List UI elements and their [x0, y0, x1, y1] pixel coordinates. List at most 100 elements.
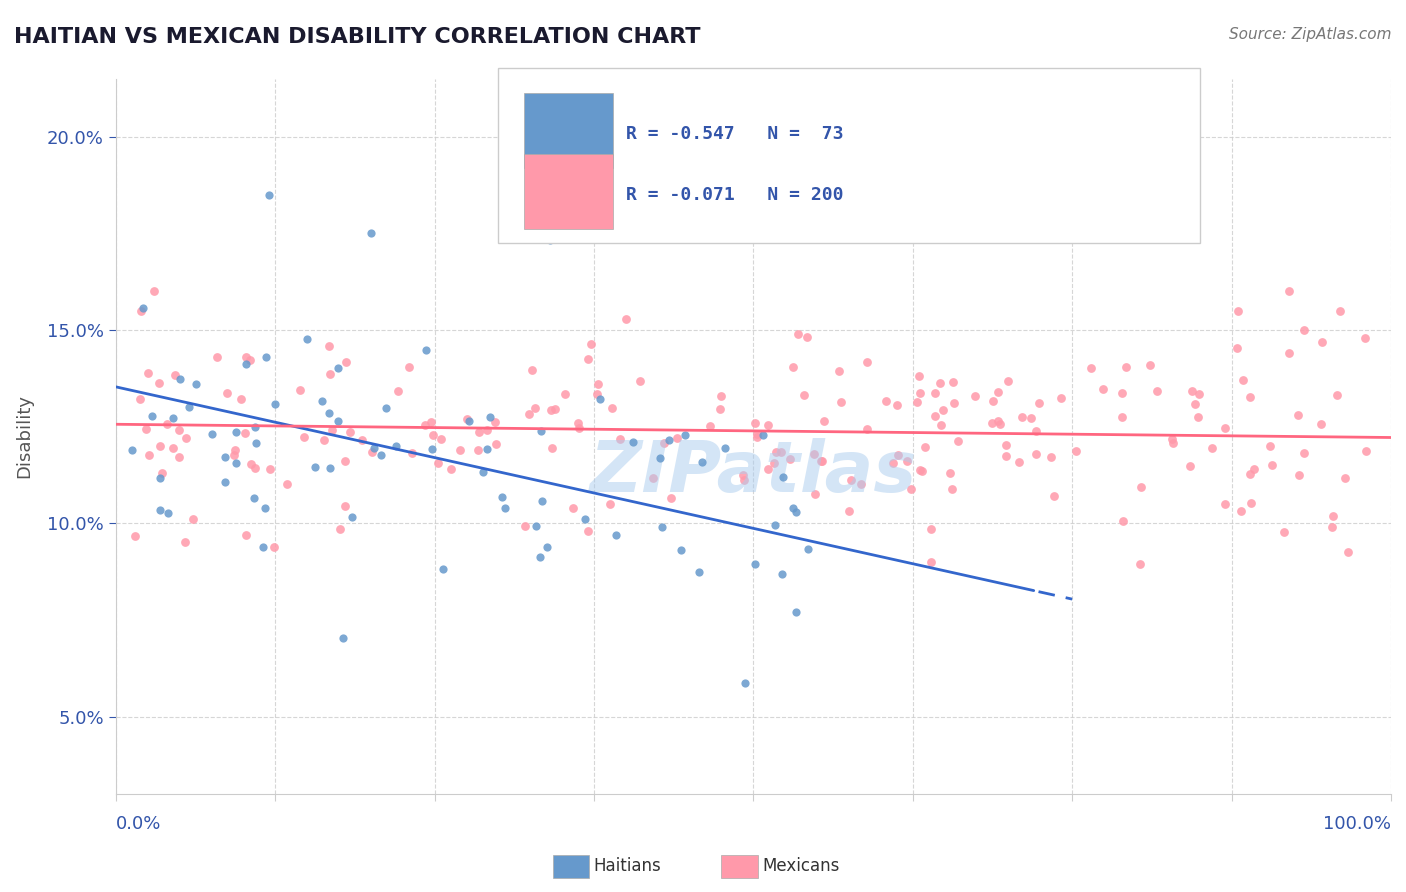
Point [329, 522, 352, 536]
Point [440, 461, 463, 475]
Point [942, 376, 965, 390]
Point [1129, 480, 1152, 494]
Point [609, 432, 631, 446]
Point [1201, 441, 1223, 455]
Point [335, 355, 357, 369]
Point [174, 534, 197, 549]
Point [811, 454, 834, 468]
Point [157, 506, 180, 520]
Point [908, 385, 931, 400]
Point [830, 395, 852, 409]
Point [920, 555, 942, 569]
Point [239, 352, 262, 367]
Point [579, 337, 602, 351]
Point [1278, 285, 1301, 299]
Point [148, 376, 170, 391]
Point [363, 442, 385, 456]
Point [263, 540, 285, 554]
Point [981, 393, 1004, 408]
Point [135, 422, 157, 436]
Text: ZIPatlas: ZIPatlas [589, 438, 917, 507]
Point [239, 457, 262, 471]
Point [641, 471, 664, 485]
Point [907, 369, 929, 384]
Point [290, 383, 312, 397]
Point [1320, 519, 1343, 533]
Point [121, 443, 143, 458]
Point [259, 462, 281, 476]
Point [785, 605, 807, 619]
Text: 100.0%: 100.0% [1323, 815, 1391, 833]
Point [856, 355, 879, 369]
Point [828, 364, 851, 378]
Point [1243, 462, 1265, 476]
Point [254, 501, 277, 516]
Point [900, 482, 922, 496]
Point [150, 466, 173, 480]
Point [231, 392, 253, 406]
Point [1111, 410, 1133, 425]
Point [1007, 455, 1029, 469]
Point [709, 402, 731, 417]
Text: Source: ZipAtlas.com: Source: ZipAtlas.com [1229, 27, 1392, 42]
Point [1011, 409, 1033, 424]
Point [731, 467, 754, 482]
Point [1188, 387, 1211, 401]
Point [567, 416, 589, 430]
Point [924, 409, 946, 424]
Point [235, 357, 257, 371]
Point [311, 394, 333, 409]
Point [1354, 443, 1376, 458]
Point [673, 427, 696, 442]
Point [243, 419, 266, 434]
Point [222, 448, 245, 462]
Point [478, 409, 501, 424]
Point [162, 411, 184, 425]
Point [568, 421, 591, 435]
Point [541, 441, 564, 455]
Point [997, 374, 1019, 388]
Point [276, 477, 298, 491]
Point [432, 562, 454, 576]
Point [628, 374, 651, 388]
Point [747, 430, 769, 444]
Point [1161, 435, 1184, 450]
Point [1292, 324, 1315, 338]
Point [605, 527, 627, 541]
Text: HAITIAN VS MEXICAN DISABILITY CORRELATION CHART: HAITIAN VS MEXICAN DISABILITY CORRELATIO… [14, 27, 700, 46]
Point [929, 376, 952, 390]
Point [1112, 514, 1135, 528]
Point [965, 389, 987, 403]
Point [994, 450, 1017, 464]
Point [475, 423, 498, 437]
Point [129, 303, 152, 318]
Point [312, 433, 335, 447]
Point [782, 501, 804, 516]
Point [319, 367, 342, 381]
Point [333, 499, 356, 513]
Point [169, 450, 191, 464]
Point [427, 456, 450, 470]
Point [398, 360, 420, 375]
Point [295, 332, 318, 346]
Point [770, 445, 793, 459]
Point [734, 676, 756, 690]
Point [1288, 467, 1310, 482]
Point [574, 512, 596, 526]
Point [138, 449, 160, 463]
Point [1326, 388, 1348, 402]
Point [292, 430, 315, 444]
Point [456, 412, 478, 426]
Point [124, 529, 146, 543]
Point [468, 425, 491, 439]
Point [513, 519, 536, 533]
Point [616, 312, 638, 326]
Point [1043, 489, 1066, 503]
Point [162, 441, 184, 455]
Point [531, 493, 554, 508]
Point [981, 416, 1004, 430]
Point [254, 350, 277, 364]
Point [155, 417, 177, 431]
Point [401, 445, 423, 459]
Point [142, 285, 165, 299]
